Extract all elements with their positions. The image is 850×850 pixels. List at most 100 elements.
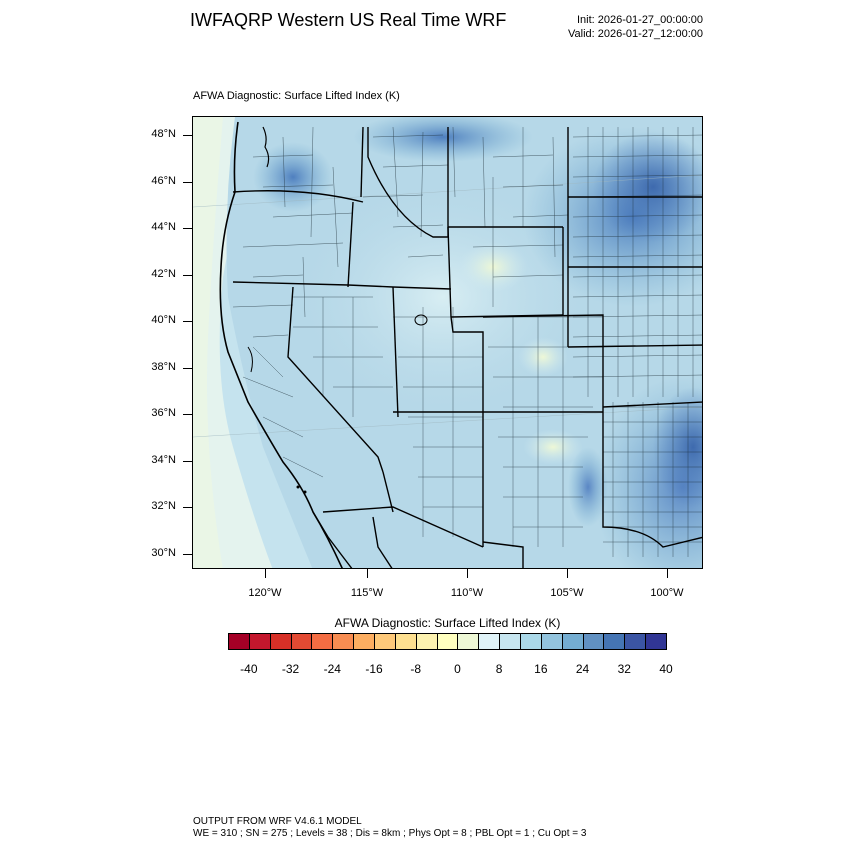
colorbar-box (520, 633, 542, 650)
colorbar-label: -24 (323, 662, 341, 676)
puget-sound (262, 126, 270, 168)
idaho-mt-border (367, 127, 448, 238)
colorbar-label: 40 (659, 662, 673, 676)
colorbar-box (415, 633, 438, 650)
time-info: Init: 2026-01-27_00:00:00 Valid: 2026-01… (568, 13, 703, 41)
sonora-coast (372, 516, 393, 568)
channel-island (296, 485, 300, 489)
lat-label: 40°N (151, 314, 176, 326)
map-canvas (193, 117, 702, 568)
lat-label: 34°N (151, 454, 176, 466)
colorbar-box (394, 633, 417, 650)
baja-border (312, 511, 353, 568)
lat-tick (183, 228, 192, 229)
colorbar-box (353, 633, 375, 650)
lon-tick (567, 569, 568, 578)
colorbar-label: 32 (617, 662, 631, 676)
lat-label: 44°N (151, 221, 176, 233)
plot-title: IWFAQRP Western US Real Time WRF (190, 10, 507, 30)
wy-ut-border (447, 226, 452, 318)
colorbar-box (540, 633, 563, 650)
lat-label: 46°N (151, 175, 176, 187)
lon-label: 105°W (550, 587, 584, 599)
lat-label: 30°N (151, 547, 176, 559)
pacific-coastline (219, 121, 343, 568)
colorbar-label: 8 (495, 662, 503, 676)
model-config: WE = 310 ; SN = 275 ; Levels = 38 ; Dis … (193, 828, 587, 839)
lat-tick (183, 414, 192, 415)
texas-border (602, 412, 702, 548)
colorbar-box (248, 633, 271, 650)
ocean-palest-area (193, 117, 223, 568)
ks-ok-border (602, 401, 702, 408)
colorbar-title: AFWA Diagnostic: Surface Lifted Index (K… (334, 616, 561, 630)
colorbar-box (478, 633, 501, 650)
colorbar-label: -8 (410, 662, 422, 676)
colorbar-label: 24 (575, 662, 590, 676)
colorbar-label: -32 (281, 662, 300, 676)
colorbar-box (269, 633, 292, 650)
ca-az-border (382, 471, 394, 513)
washington-blue (253, 142, 333, 212)
co-east-border (482, 314, 604, 412)
lon-label: 110°W (450, 587, 484, 599)
colorbar-box (624, 633, 647, 650)
colorbar-box (290, 633, 313, 650)
lat-label: 42°N (151, 268, 176, 280)
valid-time: Valid: 2026-01-27_12:00:00 (568, 28, 703, 40)
east-texas-dark-blue (653, 387, 702, 507)
lat-label: 48°N (151, 128, 176, 140)
nm-border-south (482, 541, 524, 568)
colorbar-box (436, 633, 459, 650)
great-salt-lake (414, 314, 428, 326)
colorbar-box (311, 633, 334, 650)
az-mexico-border (322, 506, 484, 548)
colorbar-box (374, 633, 396, 650)
init-time: Init: 2026-01-27_00:00:00 (577, 14, 703, 26)
lat-label: 32°N (151, 500, 176, 512)
colorbar-label: 0 (454, 662, 461, 676)
lon-tick (667, 569, 668, 578)
idaho-west-border (360, 126, 364, 198)
colorbar-box (332, 633, 355, 650)
or-id-border (347, 201, 354, 288)
county-lines (232, 126, 702, 557)
field-subtitle: AFWA Diagnostic: Surface Lifted Index (K… (193, 90, 400, 102)
colorbar-box (582, 633, 605, 650)
lon-label: 120°W (248, 587, 282, 599)
colorbar-label: -16 (365, 662, 383, 676)
lat-tick (183, 368, 192, 369)
lat-tick (183, 275, 192, 276)
colorbar-box (561, 633, 584, 650)
nv-id-border (392, 286, 452, 290)
lat-tick (183, 507, 192, 508)
lat-label: 38°N (151, 361, 176, 373)
colorbar-box (457, 633, 480, 650)
colorbar-box (603, 633, 626, 650)
model-version: OUTPUT FROM WRF V4.6.1 MODEL (193, 816, 362, 827)
dakotas-dark-blue (593, 132, 702, 242)
lat-tick (183, 182, 192, 183)
state-boundaries (232, 126, 702, 568)
lat-label: 36°N (151, 407, 176, 419)
colorbar-label: -40 (240, 662, 258, 676)
co-ut-nm-az-border (450, 316, 484, 547)
lat-tick (183, 554, 192, 555)
lat-tick (183, 461, 192, 462)
colorbar-box (499, 633, 521, 650)
model-info: OUTPUT FROM WRF V4.6.1 MODEL WE = 310 ; … (193, 816, 586, 840)
colorbar-label: 16 (534, 662, 548, 676)
lon-tick (467, 569, 468, 578)
map-panel (192, 116, 703, 569)
lon-label: 100°W (650, 587, 684, 599)
colorado-pale-area (518, 337, 568, 377)
sf-bay (247, 346, 253, 373)
west-texas-blue (568, 447, 608, 527)
ne-ks-border (567, 344, 702, 348)
lon-label: 115°W (350, 587, 384, 599)
colorbar-box (228, 633, 250, 650)
ca-nv-border (287, 286, 384, 473)
channel-island (303, 490, 307, 494)
or-wa-border (232, 190, 364, 203)
lon-tick (367, 569, 368, 578)
